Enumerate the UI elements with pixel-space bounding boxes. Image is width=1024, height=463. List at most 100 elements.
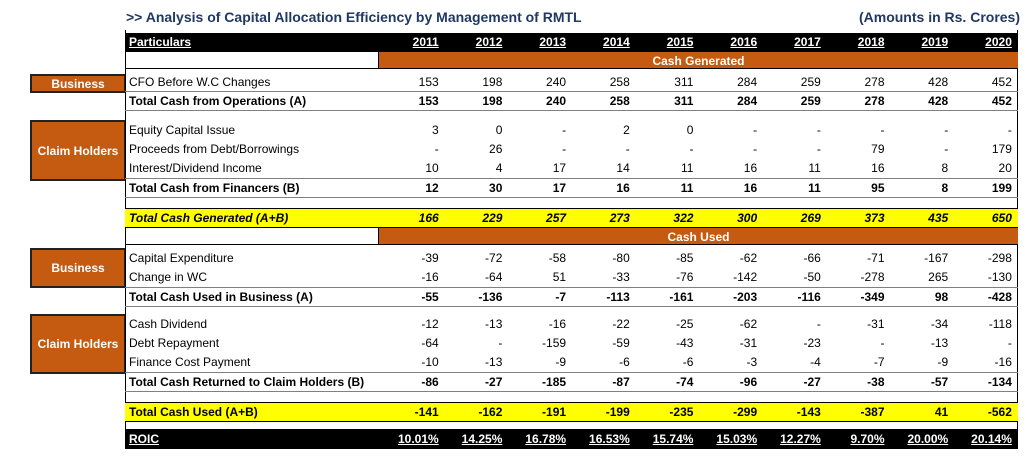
cell-value: 259	[800, 94, 821, 108]
page-title: >> Analysis of Capital Allocation Effici…	[126, 9, 1024, 27]
cell-value: 20.14%	[950, 432, 1014, 446]
cell-value: -	[1007, 336, 1012, 350]
cell-value: -74	[676, 375, 694, 389]
header-year: 2020	[985, 35, 1012, 49]
cell-value: 278	[864, 94, 885, 108]
cell-value: 435	[928, 211, 949, 225]
category-claim-holders: Claim Holders	[30, 120, 126, 181]
header-year: 2017	[794, 35, 821, 49]
cell-value: 11	[680, 161, 694, 175]
cell-value: -161	[669, 290, 694, 304]
row-label: Total Cash Generated (A+B)	[129, 211, 289, 225]
row-label: Equity Capital Issue	[129, 123, 236, 137]
cell-value: -58	[548, 251, 567, 265]
section-cash-generated: Cash Generated	[379, 51, 1018, 69]
row-label: Total Cash from Operations (A)	[129, 94, 307, 108]
cell-value: 258	[609, 94, 630, 108]
cell-value: 16.53%	[568, 432, 632, 446]
cell-value: 650	[991, 211, 1012, 225]
cell-value: -23	[803, 336, 821, 350]
roic-label: ROIC	[129, 432, 159, 446]
cell-value: 2	[623, 123, 630, 137]
cell-value: 166	[418, 211, 439, 225]
cell-value: 258	[609, 75, 630, 89]
cell-value: -86	[421, 375, 439, 389]
cell-value: 20	[998, 161, 1012, 175]
cell-value: 12	[425, 181, 439, 195]
cell-value: -143	[796, 405, 821, 419]
cell-value: -33	[612, 270, 630, 284]
roic-value: 14.25%	[461, 432, 503, 446]
cell-value: 452	[991, 75, 1012, 89]
cell-value: -	[944, 142, 949, 156]
cell-value: -7	[555, 290, 567, 304]
cell-value: -57	[930, 375, 949, 389]
cell-value: -4	[810, 355, 821, 369]
cell-value: -62	[739, 251, 758, 265]
row-label: Capital Expenditure	[129, 251, 234, 265]
cell-value: 229	[482, 211, 503, 225]
table-row-grand-total: Total Cash Generated (A+B) 166 229 257 273 32…	[125, 208, 1018, 228]
cell-value: -	[434, 142, 439, 156]
cell-value: 269	[800, 211, 821, 225]
cell-value: -13	[485, 355, 503, 369]
cell-value: 273	[609, 211, 630, 225]
header-year: 2014	[603, 35, 630, 49]
cell-value: -27	[803, 375, 821, 389]
cell-value: -50	[803, 270, 821, 284]
cell-value: -31	[739, 336, 758, 350]
cell-value: -16	[548, 317, 567, 331]
cell-value: 10.01%	[377, 432, 441, 446]
cell-value: -298	[987, 251, 1012, 265]
cell-value: 311	[674, 94, 694, 108]
cell-value: -299	[733, 405, 758, 419]
section-spacer	[125, 227, 379, 245]
cell-value: -12	[421, 317, 439, 331]
cell-value: 199	[991, 181, 1012, 195]
table-row-roic: ROIC 10.01% 14.25% 16.78% 16.53% 15.74% 15.03%…	[125, 429, 1018, 449]
cell-value: -	[1007, 123, 1012, 137]
roic-value: 20.14%	[971, 432, 1012, 446]
table-row-total: Total Cash Used in Business (A) -55 -136 -7…	[125, 287, 1018, 307]
cell-value: 452	[991, 94, 1012, 108]
row-label: Finance Cost Payment	[129, 355, 251, 369]
cell-value: -39	[421, 251, 439, 265]
table-row: Change in WC -16 -64 51 -33 -76 -142 -50 -278 265…	[125, 268, 1018, 286]
cell-value: 11	[808, 161, 821, 175]
cell-value: -	[753, 123, 758, 137]
cell-value: -142	[733, 270, 758, 284]
cell-value: -134	[987, 375, 1012, 389]
cell-value: 179	[991, 142, 1012, 156]
cell-value: 373	[864, 211, 885, 225]
table-row: CFO Before W.C Changes 153 198 240 258 311 284…	[125, 73, 1018, 91]
cell-value: -6	[682, 355, 694, 369]
cell-value: 11	[808, 181, 821, 195]
cell-value: -562	[987, 405, 1012, 419]
cell-value: 322	[673, 211, 694, 225]
cell-value: 17	[552, 161, 567, 175]
cell-value: -96	[739, 375, 758, 389]
cell-value: 0	[495, 123, 503, 137]
cell-value: -34	[930, 317, 949, 331]
cell-value: 14	[616, 161, 630, 175]
cell-value: 15.74%	[632, 432, 696, 446]
header-year: 2016	[730, 35, 758, 49]
cell-value: -	[625, 142, 630, 156]
cell-value: -349	[860, 290, 885, 304]
cell-value: -22	[612, 317, 630, 331]
roic-value: 15.74%	[652, 432, 694, 446]
cell-value: 95	[871, 181, 885, 195]
header-year: 2018	[857, 35, 885, 49]
cell-value: -85	[676, 251, 694, 265]
cell-value: -	[562, 142, 567, 156]
table-row: Cash Dividend -12 -13 -16 -22 -25 -62 - -31 -34 -1…	[125, 315, 1018, 333]
cell-value: -55	[421, 290, 439, 304]
cell-value: 11	[680, 181, 694, 195]
table-row-total: Total Cash Returned to Claim Holders (B)…	[125, 372, 1018, 392]
cell-value: 12.27%	[759, 432, 823, 446]
section-cash-used: Cash Used	[379, 227, 1018, 245]
table-row: Capital Expenditure -39 -72 -58 -80 -85 -62 -66…	[125, 249, 1018, 267]
cell-value: 26	[489, 142, 503, 156]
cell-value: -64	[421, 336, 439, 350]
cell-value: -130	[987, 270, 1012, 284]
